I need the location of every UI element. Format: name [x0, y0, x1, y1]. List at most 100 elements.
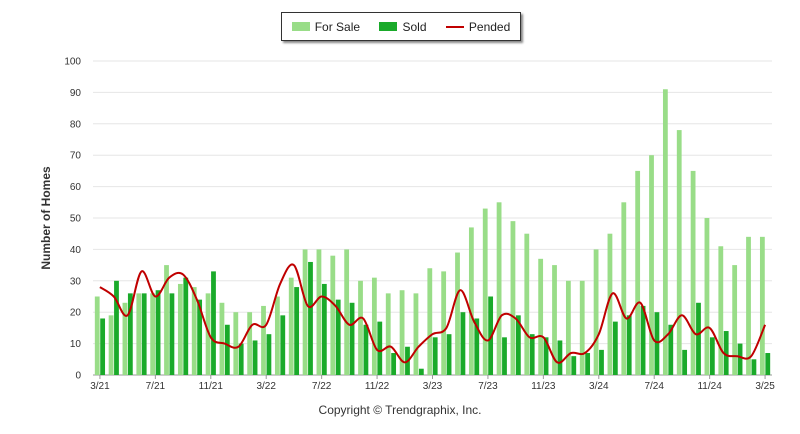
- for-sale-bar: [177, 283, 183, 375]
- x-tick-label: 11/24: [697, 381, 722, 392]
- sold-bar: [640, 305, 646, 375]
- sold-bar: [599, 349, 604, 375]
- sold-bar: [183, 277, 189, 375]
- for-sale-bar: [371, 277, 377, 375]
- pended-swatch: [445, 25, 464, 28]
- for-sale-bar: [732, 265, 738, 375]
- for-sale-bar: [649, 155, 654, 375]
- legend-item-pended[interactable]: Pended: [445, 19, 511, 34]
- sold-bar: [529, 334, 535, 375]
- for-sale-bar: [274, 296, 280, 375]
- for-sale-bar: [538, 258, 544, 375]
- x-tick-label: 3/24: [589, 381, 609, 392]
- for-sale-bar: [164, 265, 169, 375]
- for-sale-bar: [288, 277, 294, 375]
- copyright-footer: Copyright © Trendgraphix, Inc.: [318, 403, 482, 417]
- sold-bar: [668, 324, 674, 375]
- y-tick-label: 100: [64, 57, 81, 68]
- sold-bar: [349, 302, 355, 375]
- sold-bar: [723, 331, 729, 375]
- for-sale-bar: [233, 312, 239, 375]
- for-sale-bar: [690, 170, 696, 375]
- for-sale-bar: [565, 280, 571, 375]
- for-sale-bar: [191, 287, 197, 375]
- y-tick-label: 60: [70, 182, 82, 193]
- for-sale-bar: [759, 236, 765, 375]
- for-sale-bar: [482, 208, 488, 375]
- legend-label-sold: Sold: [402, 19, 427, 34]
- for-sale-bar: [593, 249, 599, 375]
- for-sale-bar: [261, 305, 266, 375]
- x-tick-label: 7/22: [312, 381, 332, 392]
- legend-item-sold[interactable]: Sold: [379, 19, 427, 34]
- sold-bar: [211, 271, 216, 375]
- sold-bar: [737, 343, 743, 375]
- x-tick-label: 11/22: [365, 381, 390, 392]
- for-sale-bar: [496, 202, 502, 375]
- y-tick-label: 70: [70, 151, 82, 162]
- sold-bar: [502, 337, 507, 375]
- legend-label-for-sale: For Sale: [314, 19, 361, 34]
- sold-bar: [585, 353, 591, 375]
- sold-bar: [432, 337, 438, 375]
- sold-bar: [266, 334, 272, 375]
- sold-bar: [460, 312, 466, 375]
- for-sale-bar: [108, 315, 114, 375]
- sold-bar: [100, 318, 106, 375]
- sold-bar: [446, 334, 452, 375]
- x-tick-label: 7/24: [644, 381, 664, 392]
- sold-bar: [391, 353, 397, 375]
- x-tick-label: 3/23: [423, 381, 443, 392]
- for-sale-bar: [718, 246, 724, 375]
- for-sale-swatch: [291, 22, 310, 31]
- for-sale-bar: [552, 265, 557, 375]
- for-sale-bar: [247, 312, 253, 375]
- sold-bar: [141, 293, 147, 375]
- for-sale-bar: [385, 293, 391, 375]
- for-sale-bar: [635, 170, 641, 375]
- sold-bar: [543, 337, 549, 375]
- sold-bar: [127, 293, 133, 375]
- y-tick-label: 50: [70, 214, 82, 225]
- for-sale-bar: [704, 218, 710, 375]
- sold-bar: [155, 290, 161, 375]
- pended-line-series: [99, 263, 767, 364]
- x-tick-label: 7/23: [478, 381, 498, 392]
- for-sale-bar: [219, 302, 225, 375]
- for-sale-bar: [746, 236, 751, 375]
- sold-bar: [321, 283, 327, 375]
- legend-item-for-sale[interactable]: For Sale: [291, 19, 361, 34]
- for-sale-bar: [413, 293, 419, 375]
- for-sale-bar: [94, 296, 100, 375]
- for-sale-bar: [427, 268, 433, 375]
- sold-bar: [363, 324, 369, 375]
- sold-bar: [696, 302, 701, 375]
- y-tick-label: 20: [70, 308, 82, 319]
- x-tick-label: 3/25: [755, 381, 775, 392]
- y-tick-label: 80: [70, 119, 82, 130]
- sold-bar: [224, 324, 230, 375]
- legend-label-pended: Pended: [468, 19, 511, 34]
- sold-bar: [474, 318, 480, 375]
- for-sale-bar: [621, 202, 627, 375]
- sold-bar: [626, 315, 632, 375]
- for-sale-bar: [468, 227, 474, 375]
- sold-bar: [709, 337, 715, 375]
- for-sale-bar: [510, 221, 516, 375]
- for-sale-bar: [344, 249, 350, 375]
- for-sale-bar: [302, 249, 308, 375]
- legend: For Sale Sold Pended: [281, 12, 521, 41]
- sold-bar: [654, 312, 660, 375]
- sold-bar: [418, 368, 424, 375]
- y-tick-label: 30: [70, 276, 82, 287]
- sold-bar: [751, 359, 757, 375]
- x-tick-label: 11/21: [199, 381, 224, 392]
- for-sale-bar: [122, 302, 128, 375]
- sold-bar: [238, 343, 244, 375]
- sold-bar: [682, 349, 688, 375]
- x-tick-label: 3/21: [90, 381, 110, 392]
- sold-bar: [308, 261, 313, 375]
- y-tick-label: 40: [70, 245, 82, 256]
- for-sale-bar: [676, 130, 682, 375]
